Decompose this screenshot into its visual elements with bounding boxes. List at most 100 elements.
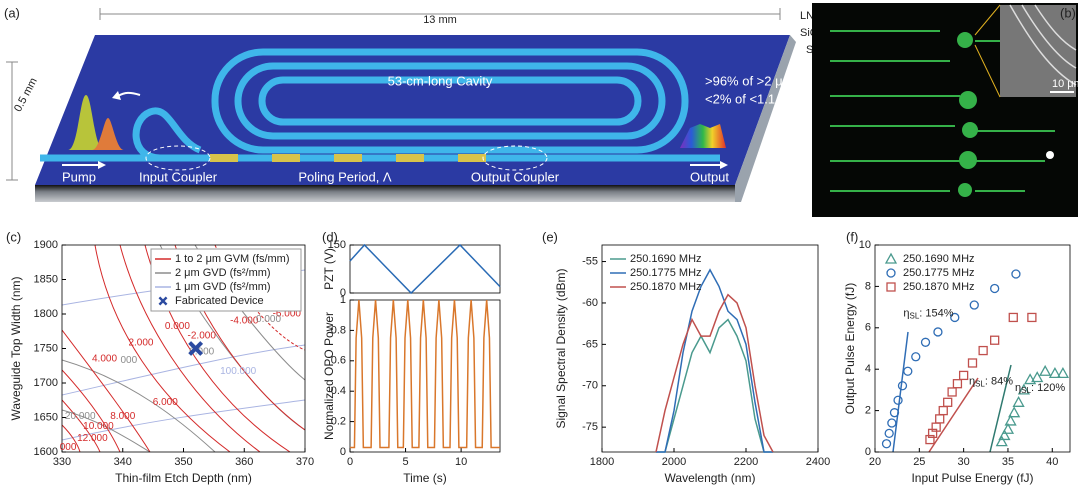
- contour-label: 12.000: [77, 433, 108, 444]
- annotation: ηSL: 154%: [903, 307, 953, 320]
- data-point: [935, 414, 945, 424]
- y-tick-label: 8: [865, 280, 871, 292]
- data-point: [893, 395, 903, 405]
- y-tick-label: 1700: [34, 377, 58, 389]
- data-point: [969, 300, 979, 310]
- data-point: [998, 429, 1011, 441]
- contour-label: 000: [120, 355, 137, 366]
- data-point: [881, 439, 892, 449]
- x-tick-label: 25: [913, 456, 925, 468]
- legend-label: 250.1775 MHz: [630, 267, 702, 279]
- output-coupler-label: Output Coupler: [471, 169, 560, 184]
- contour-label: 4.000: [92, 353, 117, 364]
- contour-label: 100.000: [220, 366, 257, 377]
- contour-label: -6.000: [273, 309, 302, 320]
- layer-label: LN: [800, 10, 814, 22]
- y-tick-label: 6: [865, 322, 871, 334]
- x-tick-label: 2000: [662, 456, 686, 468]
- y-tick-label: 10: [859, 239, 871, 251]
- x-tick-label: 370: [296, 456, 314, 468]
- contour-label: 10.000: [83, 421, 114, 432]
- contour-label: -4.000: [230, 316, 259, 327]
- data-point: [978, 345, 988, 356]
- y-axis-label: Signal Spectral Density (dBm): [554, 268, 568, 428]
- x-axis-label: Input Pulse Energy (fJ): [911, 471, 1033, 485]
- legend-label: 2 μm GVD (fs²/mm): [175, 267, 271, 279]
- y-tick-label: 1600: [34, 446, 58, 458]
- data-point: [1048, 367, 1062, 378]
- data-line: [655, 293, 774, 453]
- legend-marker: [886, 282, 896, 292]
- legend-marker: [886, 268, 896, 278]
- legend-label: 250.1870 MHz: [903, 281, 975, 293]
- x-tick-label: 2200: [734, 456, 758, 468]
- x-tick-label: 350: [174, 456, 192, 468]
- output-note: >96% of >2 μm: [705, 73, 793, 88]
- data-point: [1001, 422, 1015, 434]
- y-tick-label: 0: [340, 287, 346, 299]
- y-tick-label: 0.4: [331, 385, 346, 397]
- contour-label: 6.000: [153, 397, 178, 408]
- data-line: [656, 318, 773, 453]
- data-point: [903, 366, 913, 376]
- x-tick-label: 1800: [590, 456, 614, 468]
- data-point: [1024, 373, 1037, 385]
- legend-label: Fabricated Device: [175, 295, 264, 307]
- x-tick-label: 340: [114, 456, 132, 468]
- fit-lines: [892, 331, 1012, 453]
- output-note: <2% of <1.1 μm: [705, 91, 797, 106]
- y-tick-label: 2: [865, 405, 871, 417]
- data-point: [1008, 312, 1018, 323]
- legend-label: 250.1775 MHz: [903, 267, 975, 279]
- data-point: [897, 381, 908, 391]
- panel-label: (f): [846, 229, 858, 244]
- pump-label: Pump: [62, 169, 96, 184]
- data-point: [1011, 269, 1021, 279]
- data-point: [925, 434, 935, 445]
- y-tick-label: 0: [865, 446, 871, 458]
- y-tick-label: 4: [865, 363, 871, 375]
- contour-label: 20.000: [65, 411, 96, 422]
- y-tick-label: 1850: [34, 273, 58, 285]
- data-point: [911, 352, 921, 362]
- layer-label: Si: [806, 44, 816, 56]
- data-point: [188, 341, 204, 356]
- y-tick-label: -55: [582, 255, 598, 267]
- data-point: [1027, 312, 1037, 323]
- y-tick-label: 1650: [34, 411, 58, 423]
- annotation-subscript: SL: [1021, 386, 1031, 395]
- legend-marker: [158, 296, 168, 306]
- y-tick-label: 0.2: [331, 416, 346, 428]
- legend-marker: [884, 252, 898, 264]
- y-tick-label: -65: [582, 338, 598, 350]
- output-label: Output: [690, 169, 729, 184]
- legend-label: 1 μm GVD (fs²/mm): [175, 281, 271, 293]
- annotation-subscript: SL: [909, 311, 919, 320]
- chip-diagram: [6, 8, 796, 202]
- x-tick-label: 35: [1002, 456, 1014, 468]
- annotation-text: : 84%: [985, 376, 1013, 388]
- data-point: [938, 405, 948, 416]
- data-point: [933, 327, 943, 337]
- plot-frame: [874, 244, 1071, 453]
- data-point: [1004, 414, 1017, 426]
- data-point: [967, 358, 978, 368]
- x-tick-label: 5: [402, 456, 408, 468]
- plot-frame: [601, 244, 819, 453]
- data-point: [1012, 395, 1025, 407]
- panel-label: (e): [542, 229, 558, 244]
- y-axis-label: PZT (V): [322, 248, 336, 290]
- data-point: [990, 283, 1000, 294]
- annotation-text: : 154%: [919, 307, 953, 319]
- data-point: [952, 379, 963, 389]
- annotation-subscript: SL: [975, 380, 985, 389]
- plot-frame: [349, 299, 501, 453]
- y-tick-label: 0.6: [331, 355, 346, 367]
- annotation: ηSL: 84%: [969, 376, 1013, 389]
- data-line: [350, 299, 500, 449]
- poling-label: Poling Period, Λ: [298, 169, 392, 184]
- data-point: [1008, 406, 1021, 418]
- data-point: [1031, 371, 1044, 383]
- contour-label: -2.000: [188, 331, 217, 342]
